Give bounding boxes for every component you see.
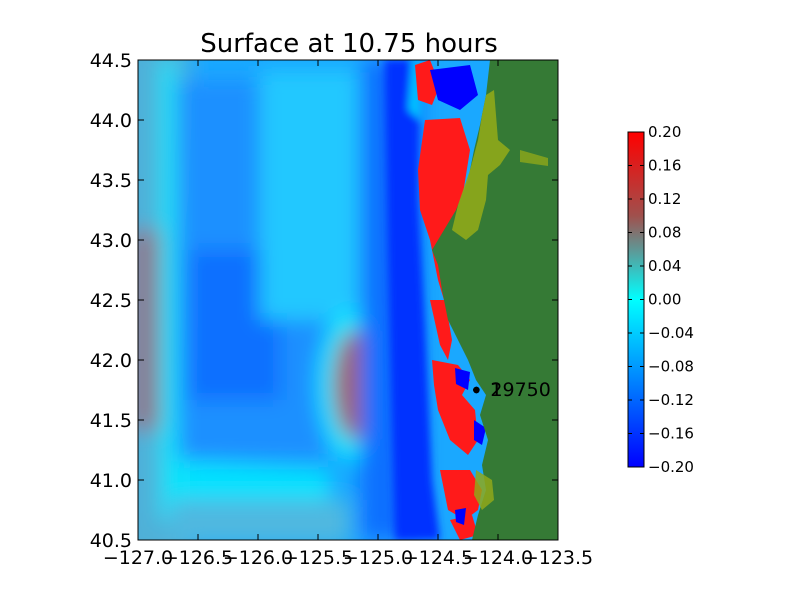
gauge-label: 1: [490, 379, 502, 401]
x-tick-label: −124.5: [403, 547, 473, 569]
colorbar-tick-label: −0.08: [648, 358, 694, 376]
colorbar: −0.20 −0.16 −0.12 −0.08 −0.04 0.00 0.04 0.08 0.1…: [627, 123, 694, 476]
x-tick-label: −127.0: [103, 547, 173, 569]
x-tick-label: −125.0: [343, 547, 413, 569]
colorbar-tick-label: 0.12: [648, 190, 681, 208]
y-axis: 40.5 41.0 41.5 42.0 42.5 43.0 43.5 44.0 44.5: [90, 50, 558, 552]
colorbar-ticks: −0.20 −0.16 −0.12 −0.08 −0.04 0.00 0.04 0.08 0.1…: [628, 123, 694, 476]
y-tick-label: 42.5: [90, 290, 132, 312]
chart-title: Surface at 10.75 hours: [200, 29, 498, 59]
y-tick-label: 42.0: [90, 350, 132, 372]
land-mass: [432, 60, 558, 540]
x-tick-label: −126.5: [163, 547, 233, 569]
plot-area: [138, 60, 558, 540]
colorbar-tick-label: 0.16: [648, 157, 681, 175]
y-tick-label: 43.0: [90, 230, 132, 252]
colorbar-tick-label: −0.20: [648, 458, 694, 476]
gauge-label: 19750: [490, 379, 550, 401]
x-tick-label: −123.5: [523, 547, 593, 569]
y-tick-label: 44.0: [90, 110, 132, 132]
colorbar-tick-label: 0.08: [648, 224, 681, 242]
colorbar-tick-label: −0.04: [648, 324, 694, 342]
gauge-label: 2: [490, 379, 502, 401]
y-tick-label: 41.0: [90, 470, 132, 492]
colorbar-tick-label: 0.04: [648, 257, 681, 275]
colorbar-tick-label: −0.12: [648, 391, 694, 409]
colorbar-tick-label: −0.16: [648, 425, 694, 443]
x-tick-label: −126.0: [223, 547, 293, 569]
y-tick-label: 40.5: [90, 530, 132, 552]
coastal-band: [415, 60, 486, 540]
colorbar-tick-label: 0.00: [648, 291, 681, 309]
y-tick-label: 41.5: [90, 410, 132, 432]
x-tick-label: −124.0: [463, 547, 533, 569]
shoreline-vegetation: [452, 90, 510, 240]
y-tick-label: 44.5: [90, 50, 132, 72]
x-axis: −127.0−126.5−126.0−125.5−125.0−124.5−124…: [103, 60, 593, 569]
x-tick-label: −125.5: [283, 547, 353, 569]
gauge-marker: [473, 386, 480, 394]
colorbar-tick-label: 0.20: [648, 123, 681, 141]
y-tick-label: 43.5: [90, 170, 132, 192]
